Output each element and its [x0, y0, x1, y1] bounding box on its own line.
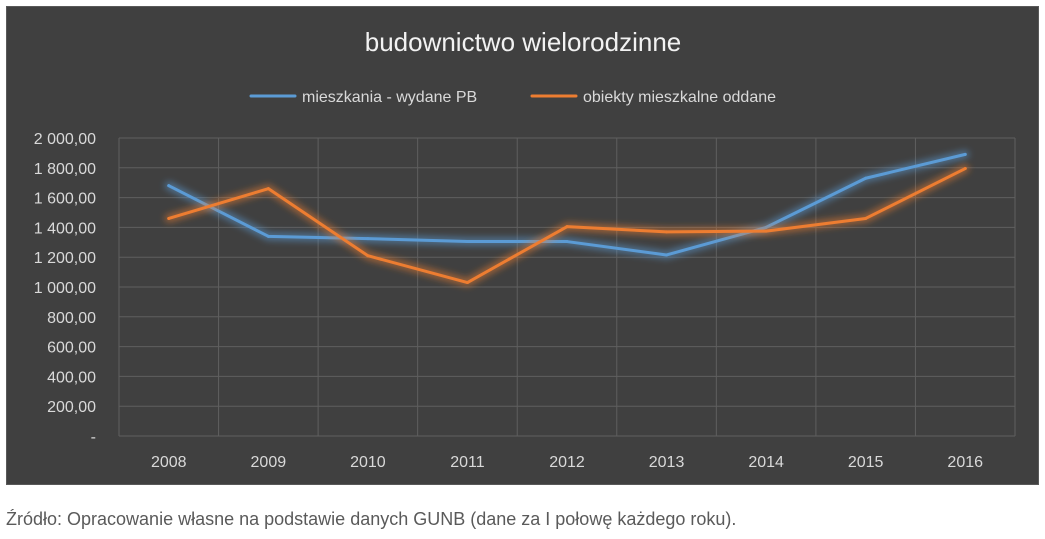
x-axis-tick-labels: 2008 2009 2010 2011 2012 2013 2014 2015 2016 [151, 454, 983, 471]
x-tick-label: 2009 [251, 454, 287, 471]
data-point [963, 167, 967, 171]
y-tick-label: 1 800,00 [34, 161, 96, 178]
data-point [565, 240, 569, 244]
data-point [764, 229, 768, 233]
y-tick-label: 800,00 [47, 310, 96, 327]
x-tick-label: 2008 [151, 454, 187, 471]
data-point [366, 237, 370, 241]
y-tick-label: 600,00 [47, 340, 96, 357]
x-tick-label: 2015 [848, 454, 884, 471]
y-tick-label: 1 000,00 [34, 280, 96, 297]
legend: mieszkania - wydane PB obiekty mieszkalne… [249, 89, 776, 106]
source-note: Źródło: Opracowanie własne na podstawie … [6, 509, 737, 529]
data-point [167, 184, 171, 188]
chart-panel: budownictwo wielorodzinne mieszkania - w… [6, 6, 1039, 485]
x-tick-label: 2014 [748, 454, 784, 471]
legend-label: mieszkania - wydane PB [302, 89, 477, 106]
data-point [366, 254, 370, 258]
x-tick-label: 2012 [549, 454, 585, 471]
series-layer [164, 150, 970, 287]
y-tick-label: 1 200,00 [34, 250, 96, 267]
gridlines [118, 137, 1016, 437]
data-point [266, 234, 270, 238]
y-tick-label: 400,00 [47, 369, 96, 386]
data-point [864, 216, 868, 220]
legend-label: obiekty mieszkalne oddane [583, 89, 776, 106]
data-point [565, 225, 569, 229]
y-tick-label: 1 400,00 [34, 220, 96, 237]
chart-svg: budownictwo wielorodzinne mieszkania - w… [34, 27, 1016, 471]
data-point [465, 240, 469, 244]
x-tick-label: 2013 [649, 454, 685, 471]
chart-title: budownictwo wielorodzinne [365, 27, 682, 57]
y-tick-label: 200,00 [47, 399, 96, 416]
data-point [864, 176, 868, 180]
data-point [963, 152, 967, 156]
data-point [665, 253, 669, 257]
data-point [665, 230, 669, 234]
y-tick-label: 1 600,00 [34, 191, 96, 208]
y-tick-label: - [91, 429, 96, 446]
data-point [266, 187, 270, 191]
y-tick-label: 2 000,00 [34, 131, 96, 148]
x-tick-label: 2016 [947, 454, 983, 471]
data-point [465, 281, 469, 285]
x-tick-label: 2010 [350, 454, 386, 471]
data-point [167, 216, 171, 220]
x-tick-label: 2011 [450, 454, 485, 471]
y-axis-tick-labels: - 200,00 400,00 600,00 800,00 1 000,00 1 200,0… [34, 131, 96, 446]
